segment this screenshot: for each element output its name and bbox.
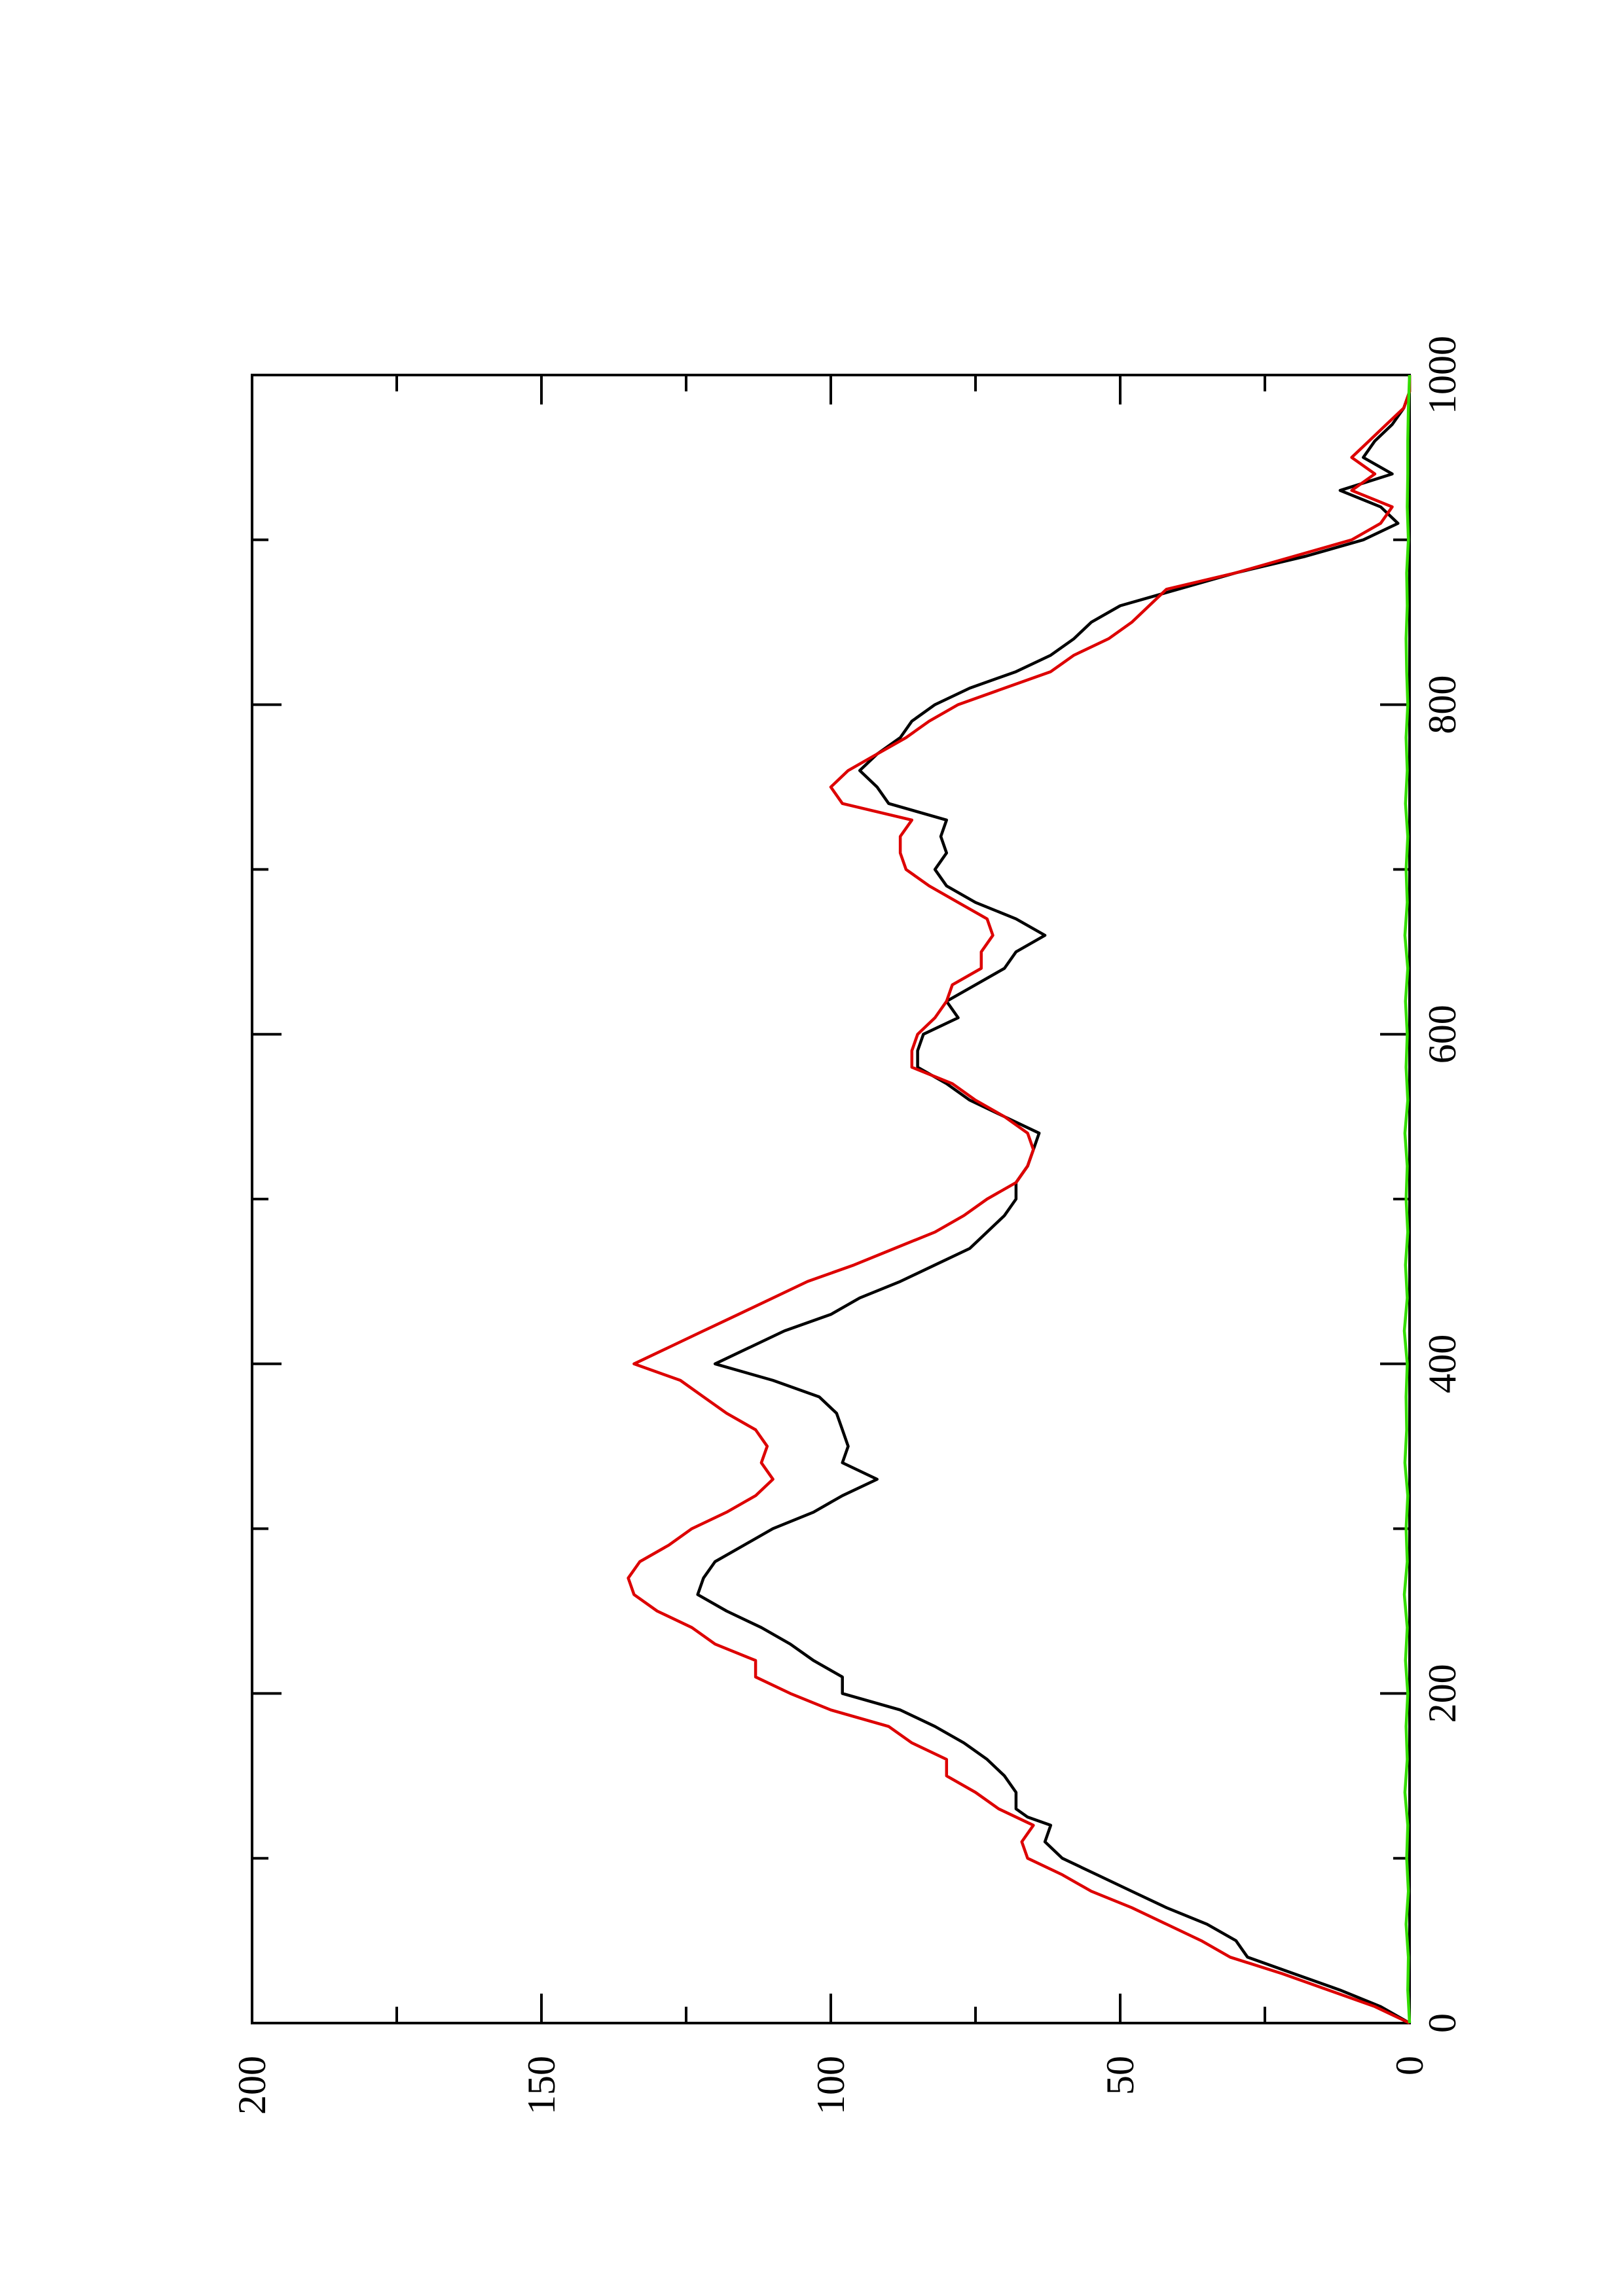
y-tick-label: 200 <box>230 2056 274 2115</box>
series-line-3 <box>1402 374 1412 2024</box>
y-tick-label: 50 <box>1099 2056 1142 2095</box>
x-tick-label: 200 <box>1421 1664 1464 1723</box>
x-axis: 0 200 400 600 800 1000 <box>252 336 1464 2033</box>
y-axis: 0 50 100 150 200 <box>230 375 1431 2115</box>
x-tick-label: 0 <box>1421 2013 1464 2033</box>
plot-frame <box>251 374 1411 2024</box>
x-tick-label: 600 <box>1421 1005 1464 1064</box>
series-line-1 <box>696 375 1412 2024</box>
series-line-2 <box>627 375 1412 2025</box>
y-tick-label: 0 <box>1388 2056 1431 2075</box>
y-tick-label: 100 <box>809 2056 852 2115</box>
y-tick-label: 150 <box>520 2056 563 2115</box>
series-layer <box>627 374 1412 2025</box>
x-tick-label: 400 <box>1421 1335 1464 1393</box>
x-tick-label: 800 <box>1421 675 1464 734</box>
x-tick-label: 1000 <box>1421 336 1464 414</box>
